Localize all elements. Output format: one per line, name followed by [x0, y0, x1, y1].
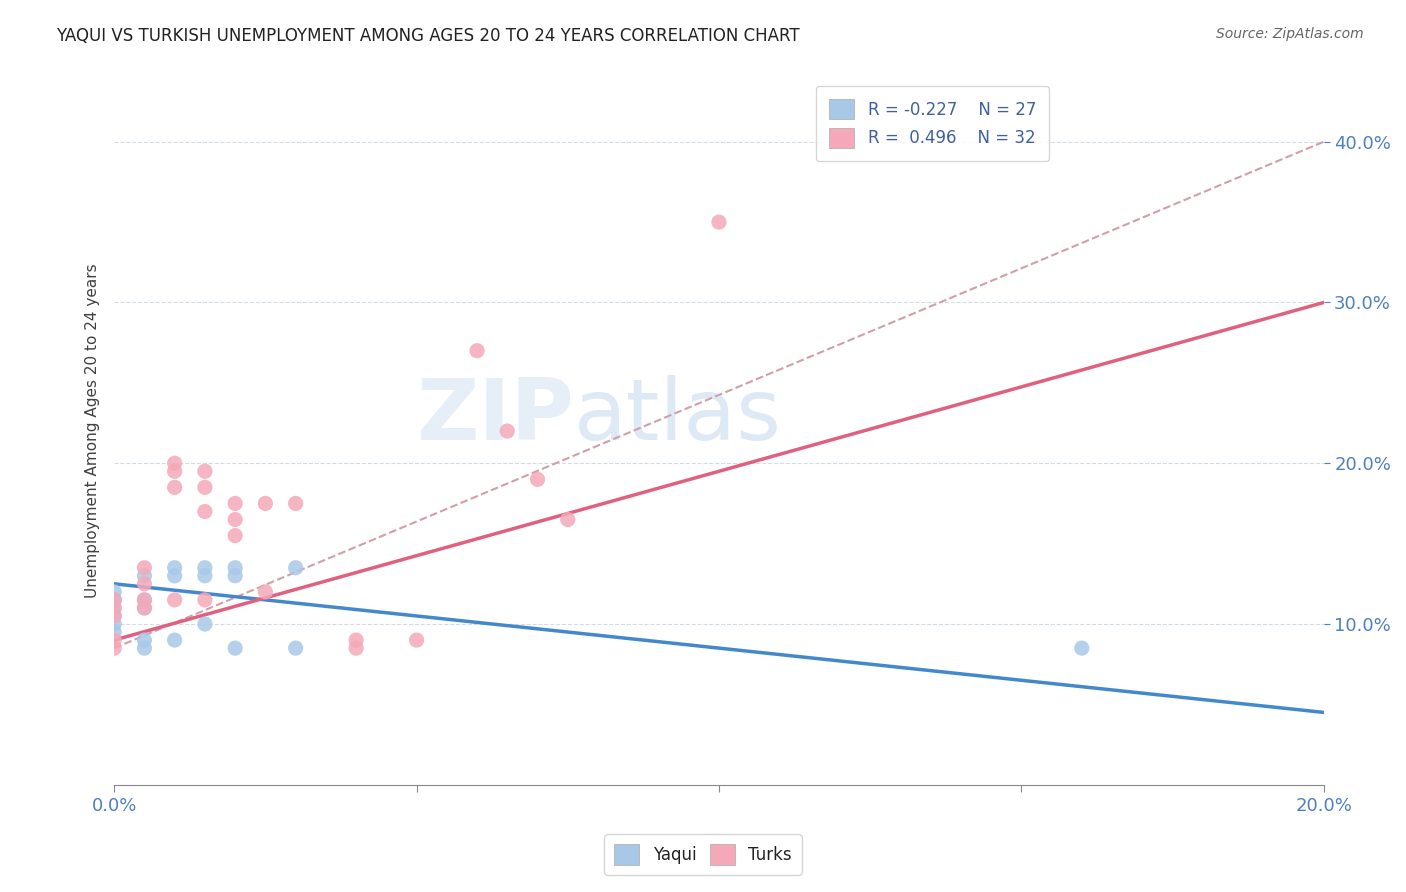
Point — [103, 633, 125, 648]
Text: ZIP: ZIP — [416, 376, 574, 458]
Text: Source: ZipAtlas.com: Source: ZipAtlas.com — [1216, 27, 1364, 41]
Point — [103, 617, 125, 632]
Legend: R = -0.227    N = 27, R =  0.496    N = 32: R = -0.227 N = 27, R = 0.496 N = 32 — [815, 86, 1049, 161]
Point — [194, 504, 217, 518]
Point — [284, 641, 307, 656]
Point — [163, 560, 186, 574]
Point — [163, 464, 186, 478]
Point — [134, 576, 156, 591]
Point — [134, 568, 156, 582]
Point — [163, 456, 186, 470]
Point — [496, 424, 519, 438]
Point — [284, 496, 307, 510]
Point — [344, 633, 367, 648]
Point — [163, 593, 186, 607]
Point — [103, 593, 125, 607]
Point — [103, 625, 125, 640]
Point — [103, 585, 125, 599]
Point — [224, 528, 246, 542]
Point — [134, 641, 156, 656]
Y-axis label: Unemployment Among Ages 20 to 24 years: Unemployment Among Ages 20 to 24 years — [86, 264, 100, 599]
Point — [254, 496, 277, 510]
Point — [224, 568, 246, 582]
Text: YAQUI VS TURKISH UNEMPLOYMENT AMONG AGES 20 TO 24 YEARS CORRELATION CHART: YAQUI VS TURKISH UNEMPLOYMENT AMONG AGES… — [56, 27, 800, 45]
Point — [103, 641, 125, 656]
Point — [134, 560, 156, 574]
Point — [103, 601, 125, 615]
Point — [103, 601, 125, 615]
Point — [465, 343, 488, 358]
Point — [103, 609, 125, 624]
Point — [163, 568, 186, 582]
Point — [194, 568, 217, 582]
Text: atlas: atlas — [574, 376, 782, 458]
Point — [526, 472, 548, 486]
Point — [194, 560, 217, 574]
Point — [163, 480, 186, 494]
Point — [103, 609, 125, 624]
Point — [224, 496, 246, 510]
Point — [254, 585, 277, 599]
Point — [194, 593, 217, 607]
Point — [224, 560, 246, 574]
Point — [134, 633, 156, 648]
Point — [134, 601, 156, 615]
Point — [194, 617, 217, 632]
Point — [557, 512, 579, 526]
Point — [103, 593, 125, 607]
Point — [163, 633, 186, 648]
Point — [224, 641, 246, 656]
Point — [405, 633, 427, 648]
Point — [134, 593, 156, 607]
Point — [194, 480, 217, 494]
Legend: Yaqui, Turks: Yaqui, Turks — [605, 834, 801, 875]
Point — [224, 512, 246, 526]
Point — [1070, 641, 1092, 656]
Point — [707, 215, 730, 229]
Point — [284, 560, 307, 574]
Point — [194, 464, 217, 478]
Point — [134, 601, 156, 615]
Point — [134, 593, 156, 607]
Point — [103, 593, 125, 607]
Point — [344, 641, 367, 656]
